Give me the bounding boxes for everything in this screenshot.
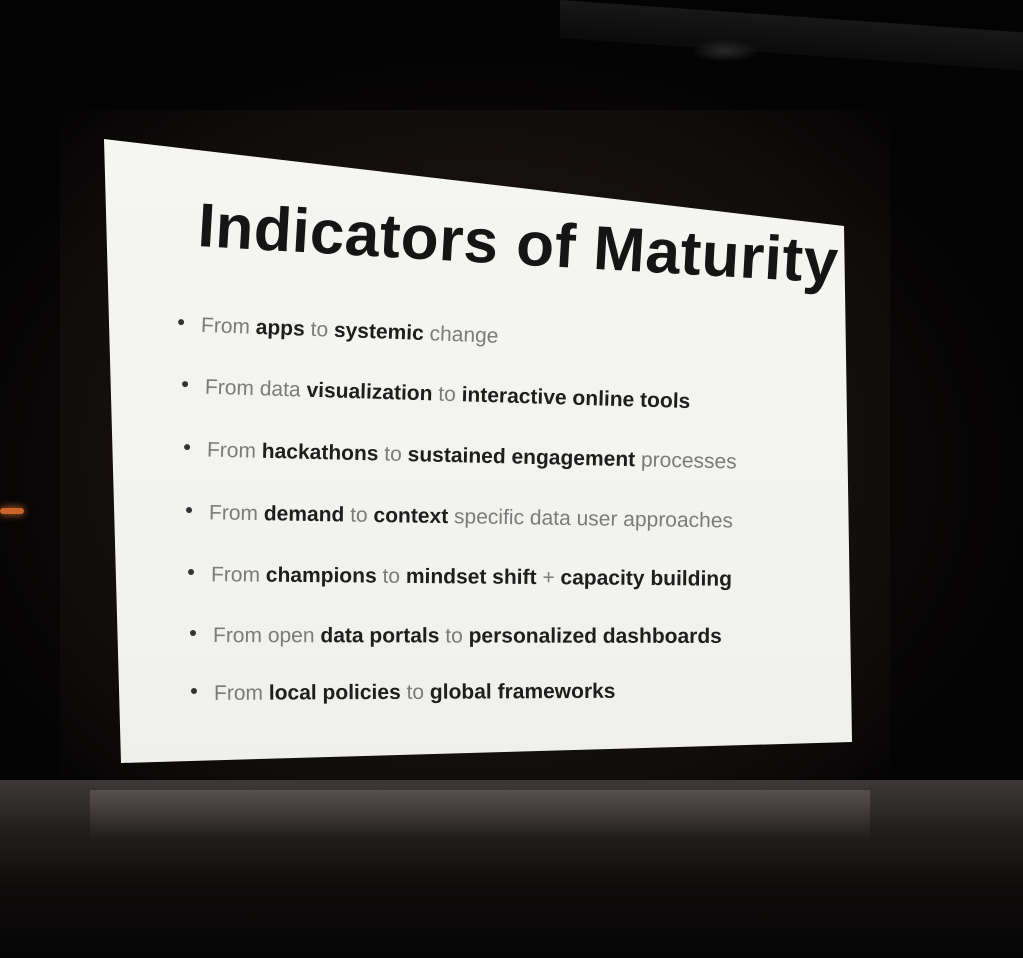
bullet-dot-icon xyxy=(181,381,189,388)
bullet-light-phrase: to xyxy=(439,624,469,648)
bullet-light-phrase: to xyxy=(400,680,430,704)
bullet-dot-icon xyxy=(185,507,193,514)
bullet-dot-icon xyxy=(187,569,195,576)
bullet-text: From apps to systemic change xyxy=(201,314,499,348)
bullet-light-phrase: specific data user approaches xyxy=(448,505,734,533)
stage-reflection xyxy=(90,790,870,840)
bullet-bold-phrase: apps xyxy=(255,315,306,341)
bullet-light-phrase: to xyxy=(304,317,335,342)
bullet-light-phrase: From open xyxy=(212,624,321,648)
bullet-bold-phrase: demand xyxy=(263,502,345,527)
bullet-text: From local policies to global frameworks xyxy=(214,680,616,705)
bullet-bold-phrase: personalized dashboards xyxy=(468,624,722,648)
bullet-text: From champions to mindset shift + capaci… xyxy=(211,563,732,591)
bullet-dot-icon xyxy=(189,630,197,637)
side-light-glow xyxy=(0,508,24,514)
bullet-dot-icon xyxy=(190,688,198,695)
ceiling-light xyxy=(690,40,760,62)
bullet-bold-phrase: visualization xyxy=(306,378,433,406)
bullet-text: From open data portals to personalized d… xyxy=(213,624,722,648)
bullet-light-phrase: to xyxy=(344,503,374,527)
bullet-item: From champions to mindset shift + capaci… xyxy=(187,563,732,592)
bullet-light-phrase: to xyxy=(376,564,406,588)
bullet-bold-phrase: global frameworks xyxy=(429,679,616,704)
bullet-item: From demand to context specific data use… xyxy=(185,501,733,534)
bullet-bold-phrase: systemic xyxy=(333,318,425,346)
bullet-bold-phrase: capacity building xyxy=(560,566,733,591)
bullet-dot-icon xyxy=(183,444,191,451)
bullet-light-phrase: From xyxy=(213,681,269,705)
bullet-bold-phrase: sustained engagement xyxy=(407,443,636,472)
bullet-bold-phrase: interactive online tools xyxy=(461,383,691,414)
bullet-bold-phrase: champions xyxy=(265,563,377,588)
bullet-item: From apps to systemic change xyxy=(177,313,499,349)
bullet-dot-icon xyxy=(177,319,185,326)
bullet-bold-phrase: mindset shift xyxy=(405,564,537,590)
stage-floor xyxy=(0,780,1023,958)
bullet-light-phrase: change xyxy=(423,322,499,348)
bullet-light-phrase: + xyxy=(536,566,561,590)
bullet-bold-phrase: context xyxy=(373,503,449,529)
bullet-text: From demand to context specific data use… xyxy=(209,501,733,532)
bullet-light-phrase: From xyxy=(210,563,266,587)
bullet-item: From local policies to global frameworks xyxy=(190,680,616,706)
bullet-light-phrase: to xyxy=(432,382,462,407)
bullet-light-phrase: From data xyxy=(204,375,307,402)
bullet-bold-phrase: hackathons xyxy=(261,439,379,466)
bullet-bold-phrase: local policies xyxy=(268,680,401,705)
bullet-item: From open data portals to personalized d… xyxy=(189,624,722,649)
bullet-light-phrase: From xyxy=(208,501,265,526)
bullet-text: From hackathons to sustained engagement … xyxy=(207,439,737,474)
bullet-light-phrase: processes xyxy=(634,448,737,474)
bullet-light-phrase: to xyxy=(378,442,408,467)
bullet-item: From data visualization to interactive o… xyxy=(181,375,691,414)
bullet-light-phrase: From xyxy=(206,438,263,463)
bullet-light-phrase: From xyxy=(200,313,257,339)
bullet-item: From hackathons to sustained engagement … xyxy=(183,438,737,475)
bullet-bold-phrase: data portals xyxy=(320,624,440,648)
bullet-text: From data visualization to interactive o… xyxy=(205,376,691,413)
